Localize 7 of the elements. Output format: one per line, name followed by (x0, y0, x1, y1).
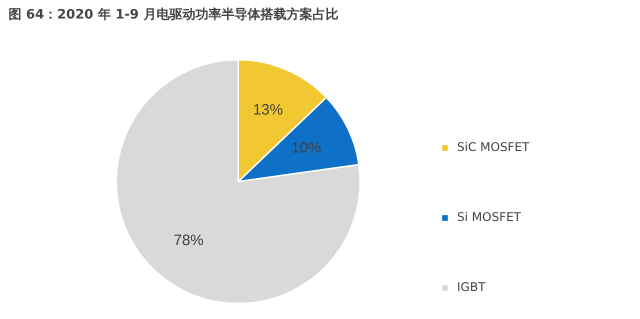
data-label: 10% (291, 139, 322, 156)
legend-label: SiC MOSFET (457, 140, 530, 154)
legend-label: Si MOSFET (457, 210, 521, 224)
chart-title: 图 64：2020 年 1-9 月电驱动功率半导体搭载方案占比 (8, 6, 338, 22)
data-label: 78% (174, 232, 204, 249)
legend-label: IGBT (457, 280, 486, 294)
data-label: 13% (252, 102, 283, 119)
